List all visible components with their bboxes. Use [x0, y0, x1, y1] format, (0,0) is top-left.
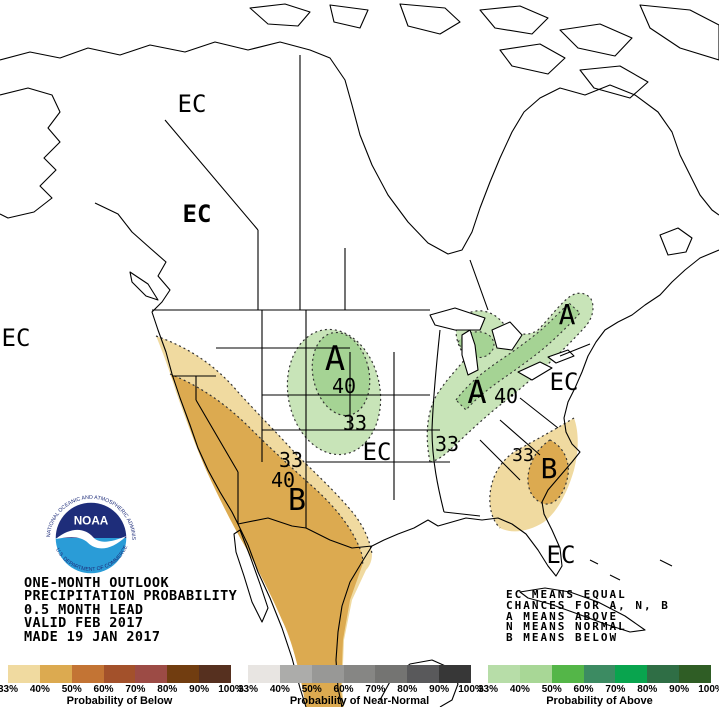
legend-tick: 60% [333, 684, 354, 695]
legend-bar-below: 33% 40% 50% 60% 70% 80% 90% 100% Probability of… [0, 665, 244, 707]
legend-tick: 60% [573, 684, 594, 695]
legend-swatch [488, 665, 520, 683]
legend-swatch [407, 665, 440, 683]
legend-swatch [135, 665, 168, 683]
title-line: PRECIPITATION PROBABILITY [24, 588, 238, 605]
legend-bar-near-normal: 33% 40% 50% 60% 70% 80% 90% 100% Probability of… [238, 665, 484, 707]
noaa-logo: NOAA NATIONAL OCEANIC AND ATMOSPHERIC AD… [42, 489, 140, 587]
below-normal-region-southwest [155, 335, 373, 707]
legend-swatch [343, 665, 376, 683]
title-line: 0.5 MONTH LEAD [24, 601, 144, 618]
legend-swatch [103, 665, 136, 683]
legend-tick: 50% [541, 684, 562, 695]
legend-tick-row: 33% 40% 50% 60% 70% 80% 90% 100% [478, 683, 719, 695]
legend-note-line: B MEANS BELOW [506, 631, 619, 645]
legend-swatch-row [8, 665, 232, 683]
legend-tick: 50% [61, 684, 82, 695]
legend-swatch [647, 665, 680, 683]
legend-tick: 90% [429, 684, 450, 695]
legend-tick: 80% [157, 684, 178, 695]
legend-caption: Probability of Below [66, 695, 173, 707]
legend-note-line: CHANCES FOR A, N, B [506, 598, 670, 612]
title-line: ONE-MONTH OUTLOOK [24, 575, 169, 591]
legend-tick: 80% [637, 684, 658, 695]
legend-tick: 100% [458, 684, 484, 695]
legend-tick-row: 33% 40% 50% 60% 70% 80% 90% 100% [238, 683, 484, 695]
legend-tick: 70% [125, 684, 146, 695]
legend-swatch [248, 665, 280, 683]
legend-tick: 33% [0, 684, 19, 695]
legend-swatch [519, 665, 552, 683]
legend-swatch [679, 665, 712, 683]
legend-swatch [439, 665, 472, 683]
legend-tick: 90% [189, 684, 210, 695]
legend-swatch [279, 665, 312, 683]
legend-swatch [311, 665, 344, 683]
legend-swatch [583, 665, 616, 683]
title-line: VALID FEB 2017 [24, 615, 144, 632]
legend-tick: 70% [605, 684, 626, 695]
legend-swatch [167, 665, 200, 683]
legend-tick: 40% [269, 684, 290, 695]
legend-note: EC MEANS EQUAL CHANCES FOR A, N, B A MEA… [506, 588, 670, 645]
legend-swatch [199, 665, 232, 683]
legend-swatch-row [488, 665, 712, 683]
legend-note-line: A MEANS ABOVE [506, 609, 619, 623]
title-block: ONE-MONTH OUTLOOK PRECIPITATION PROBABIL… [24, 575, 238, 645]
legend-tick: 100% [698, 684, 719, 695]
below-normal-region-southeast [489, 417, 578, 532]
legend-bar-above: 33% 40% 50% 60% 70% 80% 90% 100% Probability of… [478, 665, 719, 707]
legend-swatch [551, 665, 584, 683]
legend-caption: Probability of Above [546, 695, 653, 707]
legend-caption: Probability of Near-Normal [289, 695, 430, 707]
legend-swatch [39, 665, 72, 683]
legend-tick: 100% [218, 684, 244, 695]
probability-legend-bars: 33% 40% 50% 60% 70% 80% 90% 100% Probability of… [0, 665, 719, 707]
logo-noaa-text: NOAA [74, 514, 109, 527]
legend-swatch [8, 665, 40, 683]
legend-tick: 40% [29, 684, 50, 695]
legend-tick: 70% [365, 684, 386, 695]
legend-tick: 80% [397, 684, 418, 695]
logo-sky-half [55, 502, 127, 538]
legend-swatch [375, 665, 408, 683]
legend-swatch-row [248, 665, 472, 683]
legend-tick: 50% [301, 684, 322, 695]
legend-note-line: EC MEANS EQUAL [506, 588, 627, 601]
legend-swatch [71, 665, 104, 683]
map-outlines [0, 3, 719, 707]
title-line: MADE 19 JAN 2017 [24, 628, 161, 645]
legend-tick: 90% [669, 684, 690, 695]
legend-note-line: N MEANS NORMAL [506, 620, 627, 634]
above-normal-region-plains [286, 328, 382, 456]
legend-tick: 40% [509, 684, 530, 695]
legend-tick-row: 33% 40% 50% 60% 70% 80% 90% 100% [0, 683, 244, 695]
legend-tick: 60% [93, 684, 114, 695]
legend-swatch [615, 665, 648, 683]
logo-seagull-icon [55, 529, 127, 549]
legend-tick: 33% [237, 684, 259, 695]
legend-tick: 33% [477, 684, 499, 695]
